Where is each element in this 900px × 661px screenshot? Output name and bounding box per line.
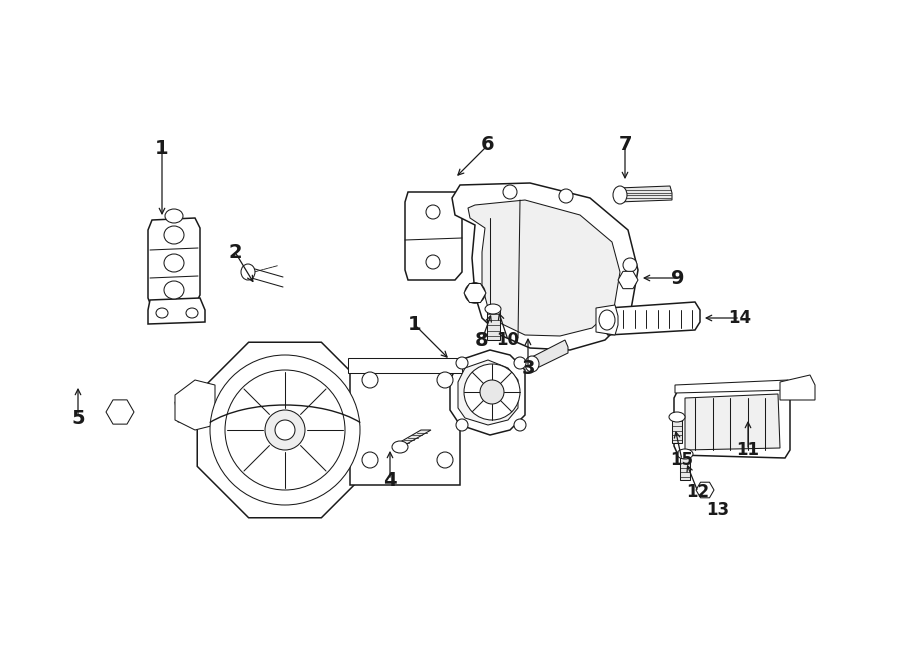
Ellipse shape <box>164 226 184 244</box>
Ellipse shape <box>156 308 168 318</box>
Ellipse shape <box>392 441 408 453</box>
Ellipse shape <box>480 380 504 404</box>
Ellipse shape <box>464 364 520 420</box>
Polygon shape <box>452 183 638 350</box>
Ellipse shape <box>362 452 378 468</box>
Polygon shape <box>596 305 618 335</box>
Ellipse shape <box>485 304 501 314</box>
Polygon shape <box>175 392 272 422</box>
Ellipse shape <box>624 276 632 284</box>
Polygon shape <box>106 400 134 424</box>
Polygon shape <box>674 385 790 458</box>
Ellipse shape <box>470 288 480 298</box>
Polygon shape <box>603 302 700 335</box>
Ellipse shape <box>265 410 305 450</box>
Text: 4: 4 <box>383 471 397 490</box>
Ellipse shape <box>225 370 345 490</box>
Text: 13: 13 <box>706 501 730 519</box>
Ellipse shape <box>514 419 526 431</box>
Text: 8: 8 <box>475 330 489 350</box>
Polygon shape <box>175 380 215 430</box>
Ellipse shape <box>456 357 468 369</box>
Ellipse shape <box>677 449 693 459</box>
Polygon shape <box>148 298 205 324</box>
Text: 10: 10 <box>497 331 519 349</box>
Polygon shape <box>675 380 792 393</box>
Ellipse shape <box>503 185 517 199</box>
Ellipse shape <box>559 189 573 203</box>
Ellipse shape <box>623 258 637 272</box>
Polygon shape <box>696 483 714 498</box>
Ellipse shape <box>525 356 539 372</box>
Bar <box>350 365 460 485</box>
Polygon shape <box>618 271 638 289</box>
Ellipse shape <box>275 420 295 440</box>
Ellipse shape <box>114 406 126 418</box>
Bar <box>672 418 682 443</box>
Ellipse shape <box>599 310 615 330</box>
Ellipse shape <box>426 255 440 269</box>
Ellipse shape <box>109 401 131 423</box>
Text: 14: 14 <box>728 309 752 327</box>
Bar <box>680 455 690 480</box>
Ellipse shape <box>701 486 708 494</box>
Polygon shape <box>780 375 815 400</box>
Text: 15: 15 <box>670 451 694 469</box>
Ellipse shape <box>613 186 627 204</box>
Polygon shape <box>464 284 486 303</box>
Polygon shape <box>395 430 431 445</box>
Text: 9: 9 <box>671 268 685 288</box>
Text: 11: 11 <box>736 441 760 459</box>
Ellipse shape <box>620 272 636 288</box>
Ellipse shape <box>165 209 183 223</box>
Polygon shape <box>468 200 620 336</box>
Text: 1: 1 <box>409 315 422 334</box>
Ellipse shape <box>514 357 526 369</box>
Text: 7: 7 <box>618 136 632 155</box>
Polygon shape <box>405 192 462 280</box>
Polygon shape <box>487 310 500 340</box>
Ellipse shape <box>164 254 184 272</box>
Ellipse shape <box>698 483 712 497</box>
Text: 6: 6 <box>482 136 495 155</box>
Ellipse shape <box>426 205 440 219</box>
Text: 1: 1 <box>155 139 169 157</box>
Polygon shape <box>530 340 568 370</box>
Polygon shape <box>458 360 518 425</box>
Polygon shape <box>148 218 200 308</box>
Text: 2: 2 <box>229 243 242 262</box>
Bar <box>348 358 462 373</box>
Ellipse shape <box>437 372 453 388</box>
Polygon shape <box>197 342 373 518</box>
Ellipse shape <box>362 372 378 388</box>
Ellipse shape <box>437 452 453 468</box>
Ellipse shape <box>465 283 485 303</box>
Ellipse shape <box>241 264 255 280</box>
Text: 12: 12 <box>687 483 709 501</box>
Polygon shape <box>618 186 672 202</box>
Ellipse shape <box>164 281 184 299</box>
Text: 3: 3 <box>521 358 535 377</box>
Polygon shape <box>685 394 780 450</box>
Ellipse shape <box>210 355 360 505</box>
Text: 5: 5 <box>71 408 85 428</box>
Polygon shape <box>450 350 525 435</box>
Ellipse shape <box>456 419 468 431</box>
Ellipse shape <box>669 412 685 422</box>
Ellipse shape <box>468 283 482 297</box>
Ellipse shape <box>186 308 198 318</box>
